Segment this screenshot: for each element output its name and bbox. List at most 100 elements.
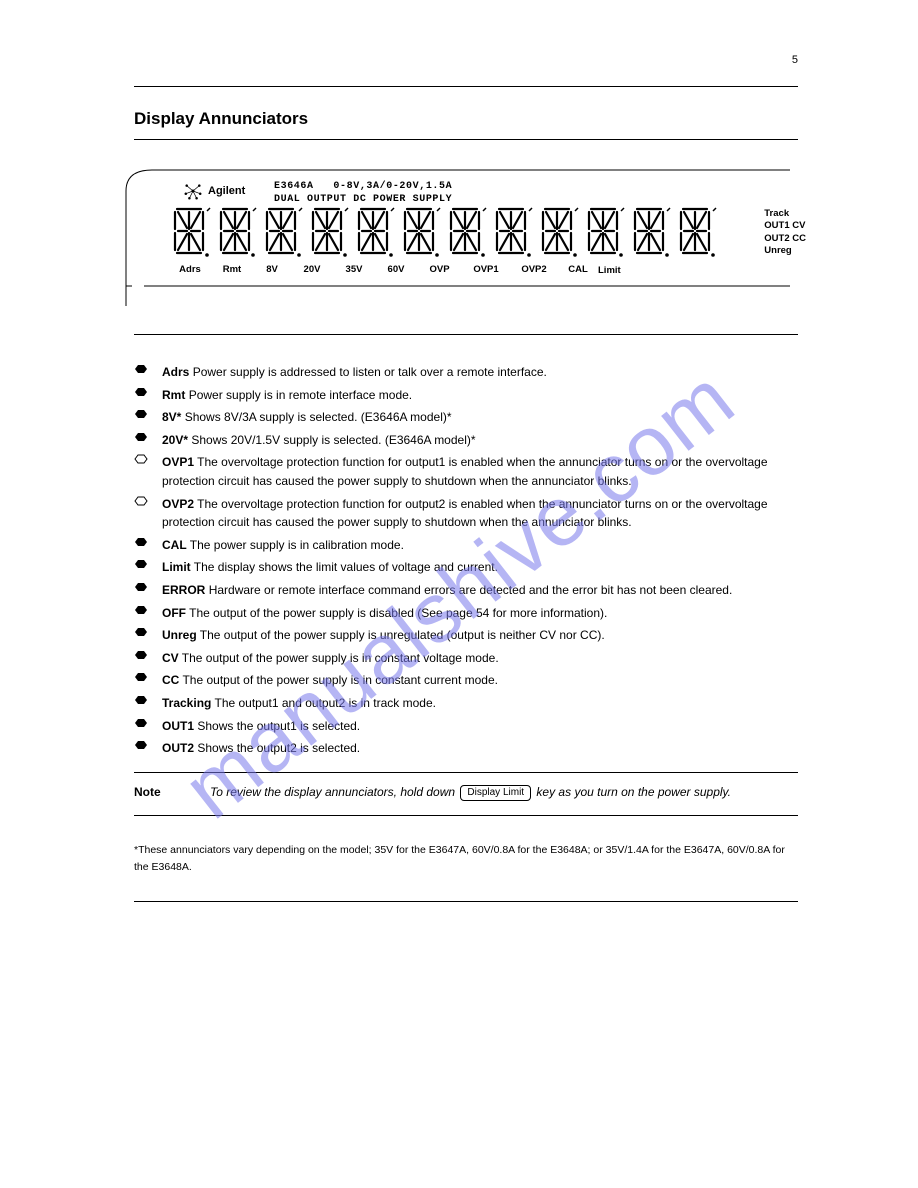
rule-under-title	[134, 139, 798, 140]
annunciator-name: ERROR	[162, 583, 205, 597]
device-logo: Agilent	[184, 182, 245, 200]
annunciator-name: Limit	[162, 560, 191, 574]
ann-track: Track	[764, 208, 806, 220]
annunciator-name: CAL	[162, 538, 187, 552]
segment-digit	[214, 203, 259, 261]
annunciator-entry: CV The output of the power supply is in …	[134, 649, 798, 668]
agilent-spark-icon	[184, 182, 202, 200]
annunciator-desc: The output1 and output2 is in track mode…	[214, 696, 435, 710]
ann-60v: 60V	[375, 264, 417, 276]
annunciator-name: Adrs	[162, 365, 189, 379]
ann-limit: Limit	[598, 264, 640, 276]
ann-ovp1: OVP1	[462, 264, 510, 276]
annunciator-entry: 20V* Shows 20V/1.5V supply is selected. …	[134, 431, 798, 450]
annunciator-name: 8V*	[162, 410, 181, 424]
annunciator-desc: The output of the power supply is in con…	[182, 673, 498, 687]
annunciator-desc: The output of the power supply is disabl…	[189, 606, 607, 620]
annunciator-name: CV	[162, 651, 179, 665]
segment-digit	[582, 203, 627, 261]
device-figure: Agilent E3646A 0-8V,3A/0-20V,1.5A DUAL O…	[134, 168, 798, 314]
page-title: Display Annunciators	[134, 109, 798, 129]
segment-digit	[536, 203, 581, 261]
annunciator-desc: The output of the power supply is unregu…	[200, 628, 605, 642]
annunciator-led-icon	[134, 386, 148, 402]
ann-rmt: Rmt	[211, 264, 253, 276]
annunciator-name: 20V*	[162, 433, 188, 447]
rule-top	[134, 86, 798, 87]
annunciator-entry: CAL The power supply is in calibration m…	[134, 536, 798, 555]
annunciator-desc: Shows 20V/1.5V supply is selected. (E364…	[191, 433, 475, 447]
rule-under-note	[134, 815, 798, 816]
annunciator-name: CC	[162, 673, 179, 687]
annunciator-name: OVP1	[162, 455, 194, 469]
annunciator-entry: Unreg The output of the power supply is …	[134, 626, 798, 645]
ann-ovp: OVP	[417, 264, 462, 276]
annunciator-led-icon	[134, 626, 148, 642]
annunciator-desc: Hardware or remote interface command err…	[209, 583, 733, 597]
annunciator-name: OUT2	[162, 741, 194, 755]
note-text: To review the display annunciators, hold…	[210, 783, 798, 802]
segment-digit	[260, 203, 305, 261]
annunciator-entry: Adrs Power supply is addressed to listen…	[134, 363, 798, 382]
ann-8v: 8V	[253, 264, 291, 276]
annunciator-entry: Limit The display shows the limit values…	[134, 558, 798, 577]
annunciator-name: Tracking	[162, 696, 211, 710]
annunciator-led-icon	[134, 649, 148, 665]
annunciator-entry: 8V* Shows 8V/3A supply is selected. (E36…	[134, 408, 798, 427]
annunciator-led-icon	[134, 717, 148, 733]
annunciator-desc: The output of the power supply is in con…	[182, 651, 499, 665]
display-limit-key: Display Limit	[460, 785, 531, 801]
annunciator-entry: Rmt Power supply is in remote interface …	[134, 386, 798, 405]
annunciator-name: Rmt	[162, 388, 185, 402]
annunciator-led-icon	[134, 671, 148, 687]
annunciator-name: OFF	[162, 606, 186, 620]
ann-adrs: Adrs	[169, 264, 211, 276]
segment-digit	[490, 203, 535, 261]
annunciator-desc: Shows the output2 is selected.	[197, 741, 360, 755]
annunciator-led-icon	[134, 604, 148, 620]
rule-bottom	[134, 901, 798, 902]
ann-ovp2: OVP2	[510, 264, 558, 276]
segment-digit	[674, 203, 719, 261]
segment-digit	[352, 203, 397, 261]
ann-unreg: Unreg	[764, 245, 806, 257]
annunciator-entry: CC The output of the power supply is in …	[134, 671, 798, 690]
annunciator-side-column: Track OUT1 CV OUT2 CC Unreg	[764, 208, 806, 257]
annunciator-entry: OUT1 Shows the output1 is selected.	[134, 717, 798, 736]
annunciator-name: OUT1	[162, 719, 194, 733]
segment-digit	[398, 203, 443, 261]
ann-out2-cc: OUT2 CC	[764, 233, 806, 245]
note-row: Note To review the display annunciators,…	[134, 783, 798, 802]
segment-digit	[628, 203, 673, 261]
ann-out1-cv: OUT1 CV	[764, 220, 806, 232]
document-page: 5 Display Annunciators Agil	[0, 0, 918, 1188]
segment-digit	[444, 203, 489, 261]
device-illustration: Agilent E3646A 0-8V,3A/0-20V,1.5A DUAL O…	[134, 168, 798, 314]
rule-above-note	[134, 772, 798, 773]
note-label: Note	[134, 783, 174, 802]
annunciator-entry: OVP2 The overvoltage protection function…	[134, 495, 798, 532]
page-number: 5	[134, 54, 798, 66]
segment-display-row	[168, 203, 719, 261]
annunciator-entry: ERROR Hardware or remote interface comma…	[134, 581, 798, 600]
annunciator-bottom-row: Adrs Rmt 8V 20V 35V 60V OVP OVP1 OVP2 CA…	[169, 264, 640, 276]
annunciator-desc: The overvoltage protection function for …	[162, 455, 768, 488]
ann-cal: CAL	[558, 264, 598, 276]
annunciator-entry: Tracking The output1 and output2 is in t…	[134, 694, 798, 713]
annunciator-led-icon	[134, 739, 148, 755]
note-after: key as you turn on the power supply.	[536, 785, 731, 799]
annunciator-led-icon	[134, 431, 148, 447]
annunciator-led-icon	[134, 581, 148, 597]
annunciator-led-icon	[134, 363, 148, 379]
annunciator-desc: Shows 8V/3A supply is selected. (E3646A …	[185, 410, 452, 424]
annunciator-entry: OUT2 Shows the output2 is selected.	[134, 739, 798, 758]
footnote: *These annunciators vary depending on th…	[134, 842, 798, 875]
annunciator-led-icon	[134, 453, 148, 469]
annunciator-desc: The power supply is in calibration mode.	[190, 538, 404, 552]
annunciator-led-icon	[134, 536, 148, 552]
annunciator-desc: Power supply is addressed to listen or t…	[193, 365, 547, 379]
annunciator-name: OVP2	[162, 497, 194, 511]
annunciator-desc: Power supply is in remote interface mode…	[189, 388, 412, 402]
annunciator-entry: OVP1 The overvoltage protection function…	[134, 453, 798, 490]
annunciator-list: Adrs Power supply is addressed to listen…	[134, 363, 798, 758]
